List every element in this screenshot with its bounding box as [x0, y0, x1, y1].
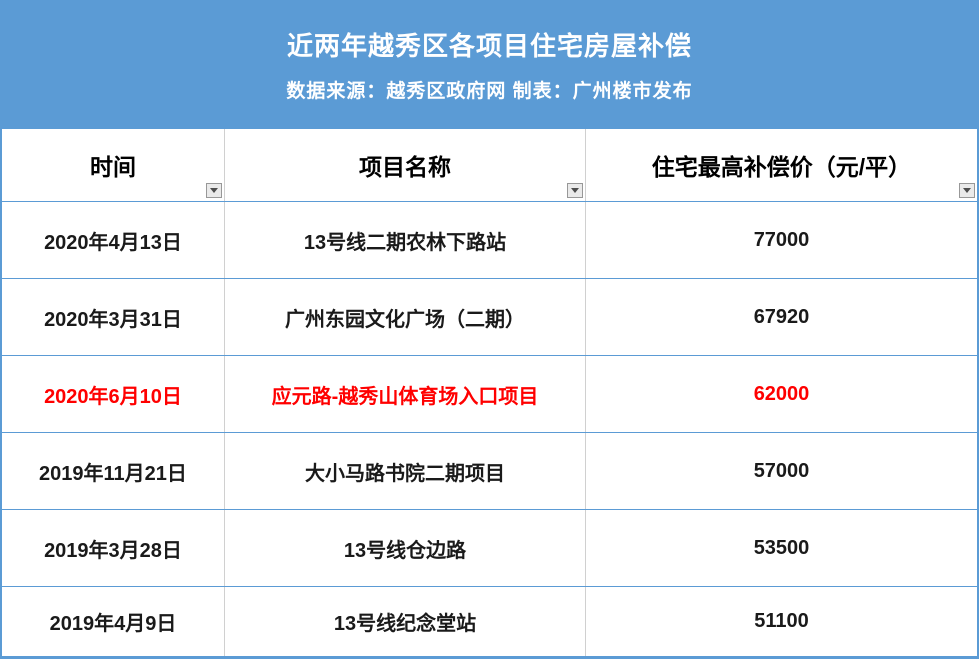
table-row: 2019年4月9日 13号线纪念堂站 51100 [2, 586, 977, 656]
cell-price: 77000 [753, 228, 810, 251]
cell-date: 2019年11月21日 [2, 433, 225, 509]
cell-project: 13号线二期农林下路站 [225, 202, 586, 278]
table-row: 2020年4月13日 13号线二期农林下路站 77000 [2, 201, 977, 278]
banner-title: 近两年越秀区各项目住宅房屋补偿 [286, 31, 692, 61]
filter-dropdown-button-date[interactable] [206, 183, 222, 198]
table-row: 2020年3月31日 广州东园文化广场（二期） 67920 [2, 278, 977, 355]
cell-price: 53500 [753, 536, 810, 559]
cell-project: 应元路-越秀山体育场入口项目 [225, 356, 586, 432]
cell-date: 2020年6月10日 [2, 356, 225, 432]
table-row: 2019年3月28日 13号线仓边路 53500 [2, 509, 977, 586]
banner: 近两年越秀区各项目住宅房屋补偿 数据来源：越秀区政府网 制表：广州楼市发布 [0, 0, 979, 129]
header-label-price: 住宅最高补偿价（元/平） [651, 154, 912, 180]
filter-dropdown-button-price[interactable] [959, 183, 975, 198]
header-label-project: 项目名称 [359, 154, 451, 180]
filter-dropdown-button-project[interactable] [567, 183, 583, 198]
table-header-row: 时间 项目名称 住宅最高补偿价（元/平） [2, 129, 977, 201]
table-row: 2019年11月21日 大小马路书院二期项目 57000 [2, 432, 977, 509]
cell-price: 62000 [753, 382, 810, 405]
cell-project: 13号线仓边路 [225, 510, 586, 586]
chevron-down-icon [963, 188, 971, 193]
table-row: 2020年6月10日 应元路-越秀山体育场入口项目 62000 [2, 355, 977, 432]
chevron-down-icon [210, 188, 218, 193]
cell-project: 广州东园文化广场（二期） [225, 279, 586, 355]
cell-price: 51100 [754, 610, 809, 632]
header-cell-project: 项目名称 [225, 129, 586, 201]
cell-date: 2020年4月13日 [2, 202, 225, 278]
banner-subtitle: 数据来源：越秀区政府网 制表：广州楼市发布 [286, 81, 693, 102]
compensation-table: 时间 项目名称 住宅最高补偿价（元/平） 2020年4月13日 13号线二期农林… [0, 129, 979, 659]
cell-project: 13号线纪念堂站 [225, 587, 586, 656]
header-cell-date: 时间 [2, 129, 225, 201]
cell-date: 2019年3月28日 [2, 510, 225, 586]
cell-project: 大小马路书院二期项目 [225, 433, 586, 509]
cell-price: 57000 [753, 459, 810, 482]
cell-price: 67920 [753, 305, 810, 328]
chevron-down-icon [571, 188, 579, 193]
header-cell-price: 住宅最高补偿价（元/平） [586, 129, 977, 201]
cell-date: 2019年4月9日 [2, 587, 225, 656]
cell-date: 2020年3月31日 [2, 279, 225, 355]
header-label-date: 时间 [90, 154, 136, 180]
